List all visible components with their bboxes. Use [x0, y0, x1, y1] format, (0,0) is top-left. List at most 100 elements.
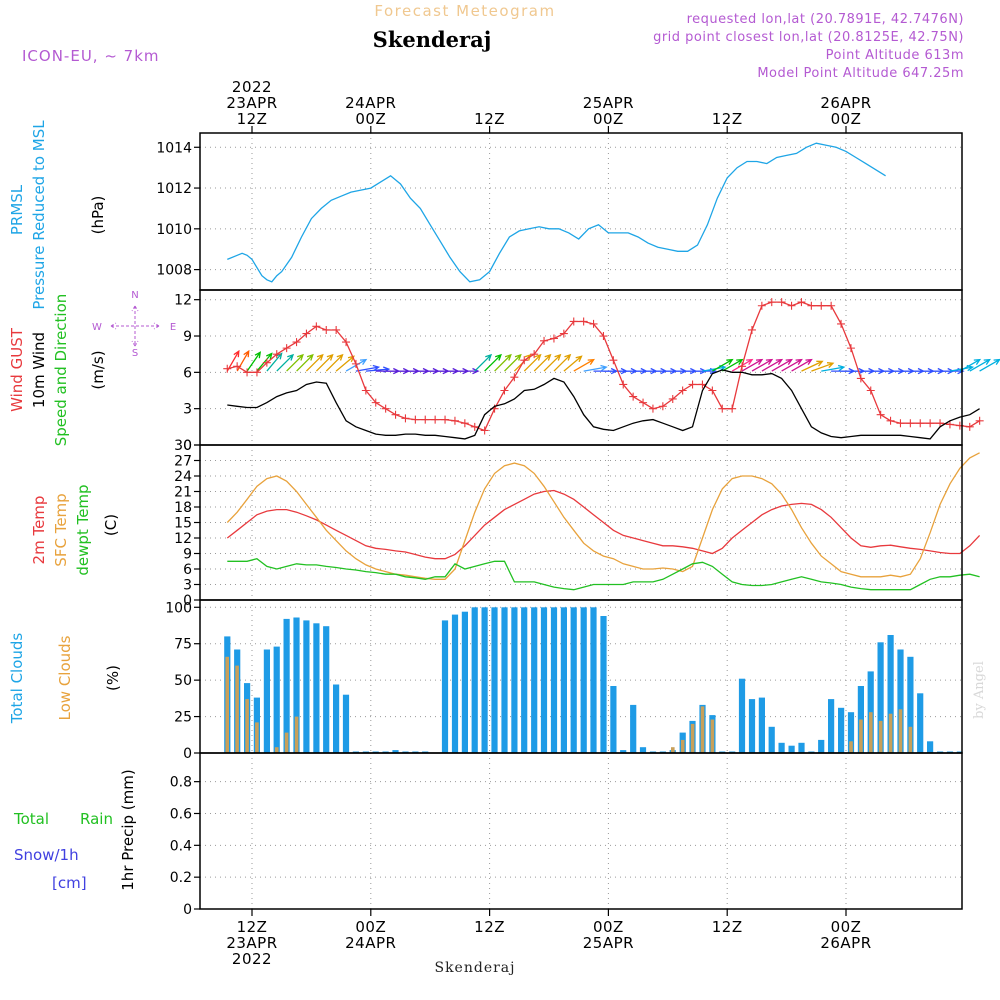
time-label-bottom: 26APR — [820, 934, 871, 952]
wind-arrow — [276, 353, 295, 372]
gust-marker — [668, 394, 677, 403]
total-cloud-bar — [333, 684, 340, 753]
gust-marker — [698, 380, 707, 389]
y-tick-label: 6 — [183, 365, 192, 381]
total-cloud-bar — [481, 607, 488, 753]
low-cloud-bar — [700, 706, 705, 753]
time-label-bottom: 00Z — [355, 918, 386, 936]
total-cloud-bar — [907, 656, 914, 753]
gust-marker — [807, 301, 816, 310]
y-tick-label: 0.2 — [170, 870, 192, 886]
wind-arrow — [523, 353, 542, 372]
wind-arrow — [811, 362, 835, 372]
gust-marker — [936, 419, 945, 428]
time-label-top: 12Z — [712, 110, 743, 128]
gust-marker — [272, 350, 281, 359]
compass-icon — [110, 305, 160, 347]
wind-arrow — [246, 351, 262, 372]
legend-rain: Rain — [80, 810, 113, 828]
series-line-dewpt-temp — [227, 557, 980, 591]
gust-marker — [441, 415, 450, 424]
time-label-top: 00Z — [593, 110, 624, 128]
model-label: ICON-EU, ~ 7km — [22, 47, 160, 65]
ylabel-unit-pct: (%) — [104, 665, 122, 691]
legend-snow: Snow/1h — [14, 846, 79, 864]
gust-marker — [886, 416, 895, 425]
gust-marker — [262, 358, 271, 367]
total-cloud-bar — [828, 699, 835, 753]
low-cloud-bar — [849, 741, 853, 753]
wind-arrow — [781, 358, 803, 372]
gust-marker — [470, 422, 479, 431]
gust-marker — [876, 410, 885, 419]
gust-marker — [233, 362, 242, 371]
ylabel-precip: 1hr Precip (mm) — [119, 769, 137, 890]
y-tick-label: 1012 — [156, 181, 192, 197]
series-line-prmsl — [227, 142, 886, 283]
legend-total: Total — [13, 810, 49, 828]
total-cloud-bar — [620, 750, 627, 753]
gust-marker — [718, 404, 727, 413]
ylabel-2m-temp: 2m Temp — [30, 496, 48, 565]
y-tick-label: 0.4 — [170, 838, 192, 854]
gust-marker — [896, 419, 905, 428]
point-altitude: Point Altitude 613m — [826, 48, 964, 63]
total-cloud-bar — [461, 611, 468, 753]
wind-arrow — [761, 358, 784, 372]
time-label-bottom: 2022 — [232, 950, 272, 968]
total-cloud-bar — [610, 686, 617, 753]
gust-marker — [391, 410, 400, 419]
gust-marker — [243, 368, 252, 377]
ylabel-low-clouds: Low Clouds — [56, 635, 74, 720]
gust-marker — [945, 420, 954, 429]
total-cloud-bar — [788, 745, 795, 753]
y-tick-label: 12 — [174, 293, 192, 309]
gust-marker — [728, 404, 737, 413]
y-tick-label: 9 — [183, 547, 192, 563]
gust-marker — [767, 298, 776, 307]
low-cloud-bar — [690, 723, 695, 753]
total-cloud-bar — [293, 617, 300, 753]
time-label-top: 26APR — [820, 94, 871, 112]
gust-marker — [450, 416, 459, 425]
gust-marker — [787, 301, 796, 310]
wind-arrow — [286, 353, 304, 372]
wind-arrow — [315, 353, 334, 372]
y-tick-label: 15 — [174, 516, 192, 532]
grid-layer — [200, 133, 962, 909]
compass-west: W — [92, 322, 102, 333]
gust-marker — [480, 426, 489, 435]
wind-arrow — [325, 353, 344, 372]
total-cloud-bar — [818, 739, 825, 753]
y-tick-label: 27 — [174, 454, 192, 470]
y-tick-label: 1010 — [156, 222, 192, 238]
gust-marker — [540, 336, 549, 345]
gust-marker — [530, 350, 539, 359]
gust-marker — [817, 301, 826, 310]
total-cloud-bar — [838, 707, 845, 753]
gust-marker — [351, 359, 360, 368]
gust-marker — [252, 368, 261, 377]
total-cloud-bar — [521, 607, 528, 753]
total-cloud-bar — [263, 649, 270, 753]
ylabel-dewpt-temp: dewpt Temp — [74, 484, 92, 575]
wind-arrow — [494, 353, 512, 372]
total-cloud-bar — [630, 704, 637, 753]
total-cloud-bar — [511, 607, 518, 753]
low-cloud-bar — [680, 739, 685, 753]
gust-marker — [708, 386, 717, 395]
gust-marker — [223, 364, 232, 373]
ylabel-sfc-temp: SFC Temp — [52, 493, 70, 566]
model-altitude: Model Point Altitude 647.25m — [757, 66, 964, 81]
gust-marker — [510, 373, 519, 382]
low-cloud-bar — [671, 747, 675, 753]
labels-layer: 1008101010121014036912036912151821242730… — [8, 78, 871, 968]
wind-arrow — [474, 353, 493, 372]
total-cloud-bar — [273, 646, 280, 753]
wind-arrow — [771, 358, 794, 372]
gust-marker — [371, 398, 380, 407]
total-cloud-bar — [471, 607, 478, 753]
wind-arrow — [355, 364, 381, 372]
gust-marker — [757, 301, 766, 310]
